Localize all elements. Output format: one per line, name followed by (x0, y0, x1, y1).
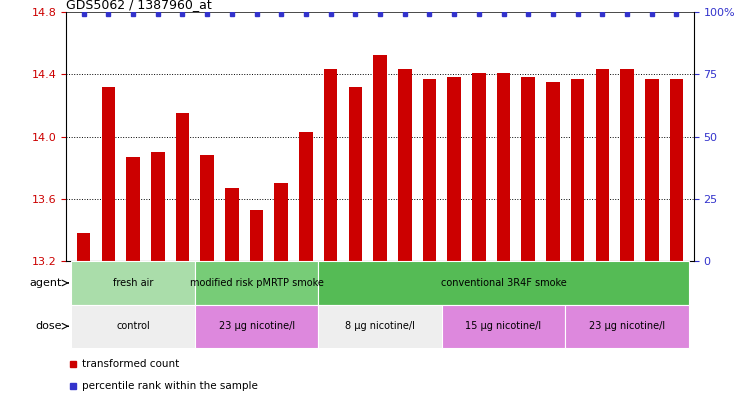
Text: control: control (116, 321, 150, 331)
Text: conventional 3R4F smoke: conventional 3R4F smoke (441, 278, 567, 288)
Bar (447, 77, 461, 261)
Bar (423, 79, 436, 261)
Bar (77, 233, 91, 261)
Text: agent: agent (29, 278, 61, 288)
Bar (176, 113, 189, 261)
Bar (318, 305, 442, 348)
Bar (348, 87, 362, 261)
Bar (472, 73, 486, 261)
Text: 8 µg nicotine/l: 8 µg nicotine/l (345, 321, 415, 331)
Bar (72, 261, 195, 305)
Bar (72, 305, 195, 348)
Bar (102, 87, 115, 261)
Bar (195, 261, 318, 305)
Bar (201, 155, 214, 261)
Text: dose: dose (35, 321, 61, 331)
Text: percentile rank within the sample: percentile rank within the sample (82, 381, 258, 391)
Bar (596, 70, 609, 261)
Bar (324, 70, 337, 261)
Text: 23 µg nicotine/l: 23 µg nicotine/l (218, 321, 294, 331)
Bar (497, 73, 511, 261)
Bar (151, 152, 165, 261)
Text: 15 µg nicotine/l: 15 µg nicotine/l (466, 321, 542, 331)
Bar (546, 82, 559, 261)
Bar (225, 188, 238, 261)
Bar (669, 79, 683, 261)
Text: GDS5062 / 1387960_at: GDS5062 / 1387960_at (66, 0, 212, 11)
Bar (126, 157, 140, 261)
Bar (195, 305, 318, 348)
Bar (522, 77, 535, 261)
Text: 23 µg nicotine/l: 23 µg nicotine/l (589, 321, 665, 331)
Text: transformed count: transformed count (82, 359, 179, 369)
Bar (373, 55, 387, 261)
Bar (318, 261, 689, 305)
Bar (249, 210, 263, 261)
Bar (571, 79, 584, 261)
Bar (275, 184, 288, 261)
Bar (565, 305, 689, 348)
Bar (299, 132, 313, 261)
Text: fresh air: fresh air (113, 278, 154, 288)
Bar (398, 70, 412, 261)
Text: modified risk pMRTP smoke: modified risk pMRTP smoke (190, 278, 323, 288)
Bar (620, 70, 634, 261)
Bar (442, 305, 565, 348)
Bar (645, 79, 658, 261)
